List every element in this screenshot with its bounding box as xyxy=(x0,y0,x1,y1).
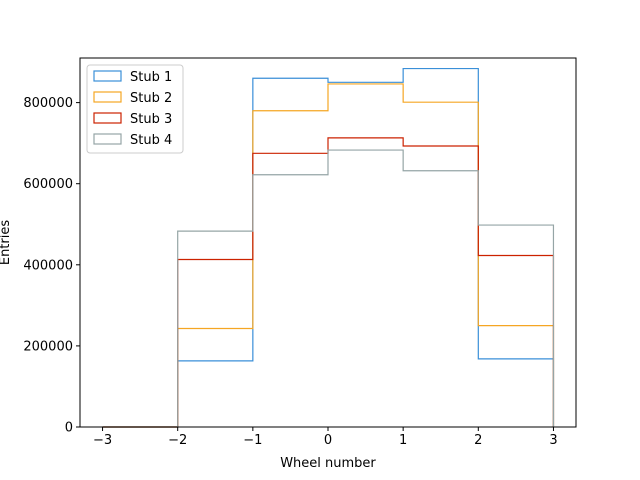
y-tick-label: 400000 xyxy=(23,258,73,273)
legend-box xyxy=(86,64,184,154)
legend-entry-stub-4: Stub 4 xyxy=(130,133,172,148)
legend: Stub 1 Stub 2 Stub 3 Stub 4 xyxy=(86,64,184,154)
x-axis-ticks: −3 −2 −1 0 1 2 3 xyxy=(93,427,558,448)
x-tick-label: 0 xyxy=(324,433,332,448)
x-tick-label: 2 xyxy=(474,433,482,448)
series-line-stub-4 xyxy=(102,149,555,428)
x-tick-label: −1 xyxy=(243,433,262,448)
legend-entry-stub-1: Stub 1 xyxy=(130,70,172,85)
x-tick-label: 1 xyxy=(399,433,407,448)
legend-entry-stub-2: Stub 2 xyxy=(130,91,172,106)
x-axis-label: Wheel number xyxy=(280,456,376,471)
y-tick-label: 200000 xyxy=(23,339,73,354)
y-tick-label: 800000 xyxy=(23,96,73,111)
y-tick-label: 0 xyxy=(65,421,73,436)
y-tick-label: 600000 xyxy=(23,177,73,192)
y-axis-ticks: 0 200000 400000 600000 800000 xyxy=(23,96,80,436)
x-tick-label: 3 xyxy=(549,433,557,448)
legend-swatch-stub-3 xyxy=(93,112,122,124)
legend-swatch-stub-1 xyxy=(93,70,122,82)
x-tick-label: −2 xyxy=(168,433,187,448)
legend-swatch-stub-4 xyxy=(93,133,122,145)
legend-swatch-stub-2 xyxy=(93,91,122,103)
y-axis-label: Entries xyxy=(0,220,13,266)
x-tick-label: −3 xyxy=(93,433,112,448)
legend-entry-stub-3: Stub 3 xyxy=(130,112,172,127)
series-layer xyxy=(102,67,555,428)
